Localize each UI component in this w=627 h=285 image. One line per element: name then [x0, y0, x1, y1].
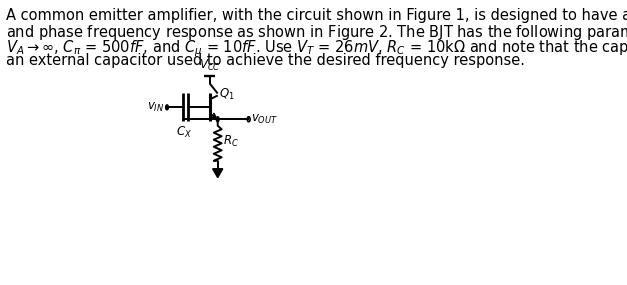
Text: an external capacitor used to achieve the desired frequency response.: an external capacitor used to achieve th…	[6, 53, 525, 68]
Text: $Q_1$: $Q_1$	[219, 87, 234, 102]
Text: $R_C$: $R_C$	[223, 134, 240, 149]
Text: $V_{CC}$: $V_{CC}$	[199, 58, 221, 73]
Text: $C_X$: $C_X$	[176, 125, 192, 140]
Text: and phase frequency response as shown in Figure 2. The BJT has the following par: and phase frequency response as shown in…	[6, 23, 627, 42]
Circle shape	[166, 105, 169, 110]
Text: $v_{OUT}$: $v_{OUT}$	[251, 113, 278, 126]
Circle shape	[216, 117, 219, 122]
Text: $V_A \rightarrow \infty$, $C_\pi$ = 500$fF$, and $C_\mu$ = 10$fF$. Use $V_T$ = 2: $V_A \rightarrow \infty$, $C_\pi$ = 500$…	[6, 38, 627, 59]
Text: $v_{IN}$: $v_{IN}$	[147, 101, 165, 114]
Polygon shape	[213, 169, 223, 178]
Text: A common emitter amplifier, with the circuit shown in Figure 1, is designed to h: A common emitter amplifier, with the cir…	[6, 8, 627, 23]
